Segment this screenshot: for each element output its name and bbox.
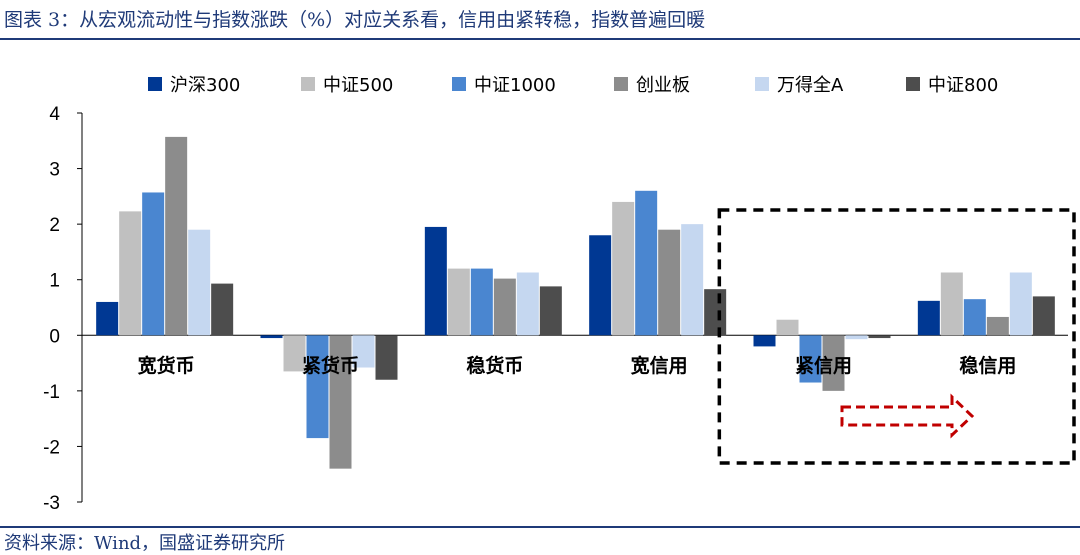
bar-中证1000-稳信用	[963, 299, 986, 336]
bar-万得全A-稳货币	[516, 272, 539, 336]
legend-label: 沪深300	[170, 75, 240, 96]
bar-中证500-宽货币	[119, 211, 142, 336]
bar-创业板-紧货币	[329, 335, 352, 469]
category-label: 稳信用	[959, 354, 1016, 377]
legend-swatch-中证800	[906, 77, 920, 91]
bar-创业板-宽货币	[165, 136, 188, 336]
y-tick-label: 2	[49, 215, 60, 236]
bar-创业板-紧信用	[822, 335, 845, 391]
trend-arrow	[840, 393, 975, 439]
legend-swatch-中证1000	[452, 77, 466, 91]
category-label: 宽信用	[631, 354, 688, 377]
bar-沪深300-宽货币	[96, 301, 119, 336]
bar-万得全A-紧货币	[352, 335, 375, 368]
bar-创业板-宽信用	[658, 229, 681, 336]
y-tick-label: -1	[43, 382, 60, 403]
bar-万得全A-紧信用	[845, 335, 868, 340]
y-tick-label: 1	[49, 271, 60, 292]
bar-中证500-稳货币	[447, 268, 470, 336]
bar-万得全A-宽货币	[188, 229, 211, 336]
bar-中证800-宽货币	[211, 283, 234, 336]
chart-title: 图表 3：从宏观流动性与指数涨跌（%）对应关系看，信用由紧转稳，指数普遍回暖	[4, 9, 706, 31]
bar-沪深300-宽信用	[589, 235, 612, 336]
legend-label: 中证500	[323, 75, 393, 96]
y-tick-label: -3	[43, 493, 60, 514]
legend-swatch-沪深300	[148, 77, 162, 91]
bar-万得全A-宽信用	[681, 224, 704, 336]
y-tick-label: 4	[49, 104, 60, 125]
bar-中证1000-紧货币	[306, 335, 329, 439]
bar-中证800-稳信用	[1032, 296, 1055, 336]
y-tick-label: 0	[49, 326, 60, 347]
bar-沪深300-稳货币	[424, 226, 447, 336]
bar-中证800-紧信用	[868, 335, 891, 339]
legend-swatch-创业板	[614, 77, 628, 91]
category-label: 稳货币	[466, 354, 523, 377]
bar-中证800-宽信用	[704, 289, 727, 336]
legend-label: 创业板	[636, 75, 690, 96]
bar-沪深300-紧信用	[753, 335, 776, 347]
bar-创业板-稳货币	[493, 278, 516, 336]
bar-中证500-紧信用	[776, 319, 799, 336]
legend-label: 中证1000	[474, 75, 556, 96]
bar-沪深300-紧货币	[260, 335, 283, 339]
category-label: 紧信用	[795, 354, 852, 377]
bar-中证1000-紧信用	[799, 335, 822, 383]
category-label: 宽货币	[138, 354, 195, 377]
source-note: 资料来源：Wind，国盛证券研究所	[4, 533, 286, 554]
category-label: 紧货币	[302, 354, 359, 377]
bar-万得全A-稳信用	[1009, 272, 1032, 336]
bar-中证1000-宽信用	[635, 190, 658, 336]
bar-中证1000-宽货币	[142, 192, 165, 336]
bar-中证500-紧货币	[283, 335, 306, 372]
bar-中证500-稳信用	[940, 272, 963, 336]
legend-label: 中证800	[928, 75, 998, 96]
legend-swatch-中证500	[301, 77, 315, 91]
y-tick-label: -2	[43, 437, 60, 458]
highlight-box	[717, 208, 1076, 465]
bar-中证1000-稳货币	[470, 268, 493, 336]
legend-label: 万得全A	[777, 75, 844, 96]
legend-swatch-万得全A	[755, 77, 769, 91]
bar-沪深300-稳信用	[917, 300, 940, 336]
bar-中证800-稳货币	[539, 286, 562, 336]
bar-中证500-宽信用	[612, 201, 635, 336]
title-rule	[0, 38, 1080, 40]
source-rule	[0, 526, 1080, 528]
bar-中证800-紧货币	[375, 335, 398, 380]
y-tick-label: 3	[49, 160, 60, 181]
bar-创业板-稳信用	[986, 316, 1009, 336]
